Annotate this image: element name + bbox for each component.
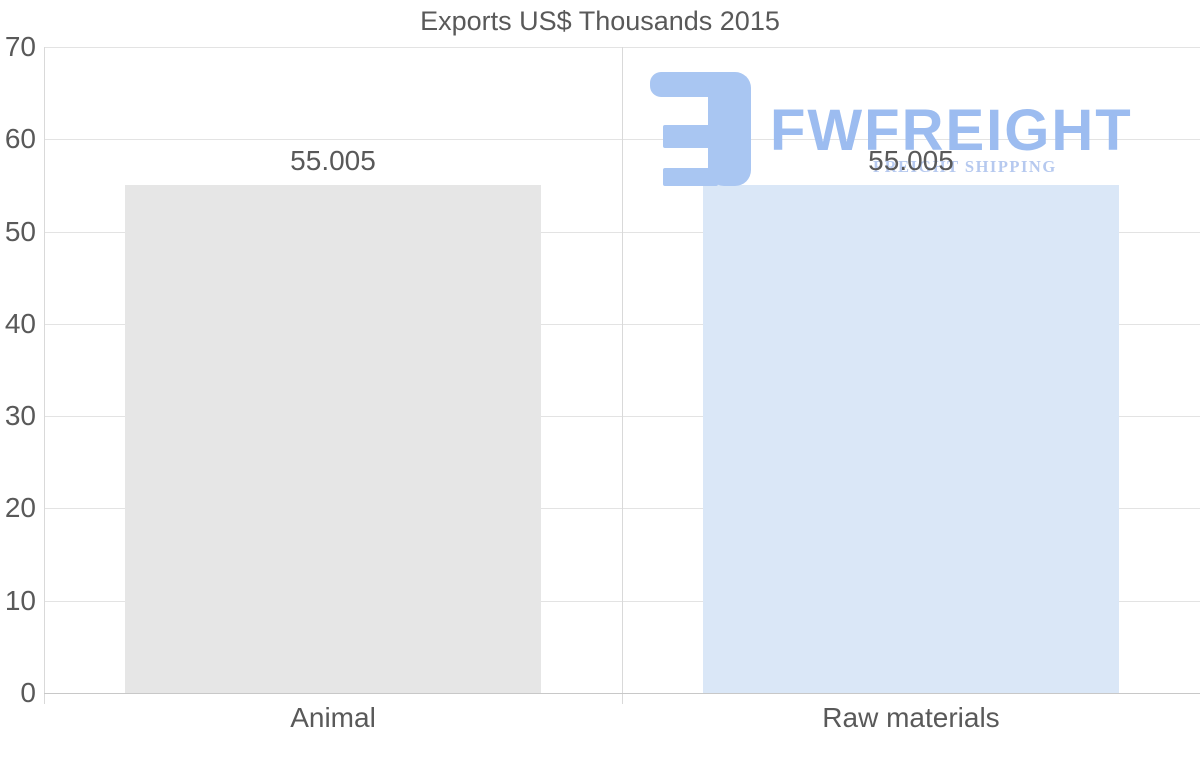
bar-column-raw-materials: 55.005	[622, 47, 1200, 693]
y-tick-label-30: 30	[4, 400, 36, 432]
category-divider-line	[622, 47, 623, 704]
y-tick-label-10: 10	[4, 584, 36, 616]
y-tick-label-0: 0	[20, 677, 36, 708]
watermark-tagline-text: FREIGHT SHIPPING	[873, 157, 1057, 176]
chart-title: Exports US$ Thousands 2015	[420, 6, 780, 36]
y-tick-label-50: 50	[4, 215, 36, 247]
x-axis-labels: Animal Raw materials	[44, 702, 1200, 742]
bar-value-label: 55.005	[290, 145, 376, 177]
bar-raw-materials	[703, 185, 1119, 693]
y-axis-line	[44, 47, 45, 704]
x-axis-label-raw-materials: Raw materials	[822, 702, 1000, 733]
y-tick-label-40: 40	[4, 307, 36, 339]
bar-column-animal: 55.005	[44, 47, 622, 693]
watermark: FWFREIGHT FREIGHT SHIPPING	[650, 72, 1160, 197]
bar-animal	[125, 185, 541, 693]
y-axis-ticks: 0 10 20 30 40 50 60 70	[0, 32, 36, 708]
y-tick-label-20: 20	[4, 492, 36, 524]
plot-area: 55.005 55.005	[44, 47, 1200, 704]
x-axis-label-animal: Animal	[290, 702, 376, 733]
bar-value-label: 55.005	[868, 145, 954, 177]
y-tick-label-60: 60	[4, 123, 36, 155]
fwfreight-monogram-icon	[650, 72, 751, 186]
watermark-brand-text: FWFREIGHT	[770, 98, 1133, 163]
y-tick-label-70: 70	[4, 31, 36, 62]
x-axis-baseline	[44, 693, 1200, 694]
